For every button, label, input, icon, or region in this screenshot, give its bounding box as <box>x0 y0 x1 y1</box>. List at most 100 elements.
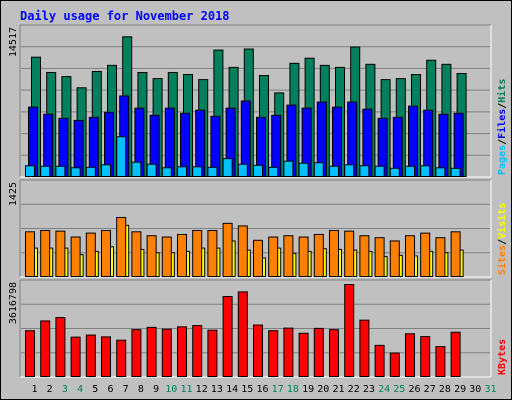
bar-kbytes-day-17 <box>268 330 279 377</box>
bar-sites-day-9 <box>146 235 157 278</box>
x-tick-label-day-31: 31 <box>484 384 496 395</box>
bar-sites-day-4 <box>70 236 81 277</box>
bar-kbytes-day-7 <box>116 339 127 377</box>
bar-kbytes-day-26 <box>405 333 415 377</box>
bar-pages-day-26 <box>405 165 415 178</box>
panel-sites-visits: 1425 Sites/Visits <box>8 179 508 278</box>
legend-sites: Sites <box>496 245 508 275</box>
bar-sites-day-15 <box>237 225 248 278</box>
bar-sites-day-23 <box>359 235 370 278</box>
bar-kbytes-day-16 <box>253 324 263 378</box>
legend-files: Files <box>496 109 508 139</box>
bar-pages-day-7 <box>116 136 127 178</box>
bar-pages-day-17 <box>268 166 279 177</box>
x-tick-label-day-25: 25 <box>393 384 405 395</box>
bar-kbytes-day-12 <box>192 325 203 377</box>
legend-separator: / <box>497 103 508 109</box>
bar-pages-day-4 <box>70 167 81 178</box>
bar-kbytes-day-28 <box>435 346 446 378</box>
bar-pages-day-13 <box>207 166 218 177</box>
x-tick-label-day-28: 28 <box>439 384 451 395</box>
bar-sites-day-12 <box>192 230 203 278</box>
bar-pages-day-1 <box>25 165 35 178</box>
x-tick-label-day-9: 9 <box>153 384 159 395</box>
bar-pages-day-28 <box>435 167 446 178</box>
bar-kbytes-day-25 <box>389 352 400 378</box>
axis-max-label: 14517 <box>8 27 19 57</box>
legend-separator: / <box>497 139 508 145</box>
bar-pages-day-23 <box>359 165 370 178</box>
bar-pages-day-14 <box>222 158 233 178</box>
bar-sites-day-27 <box>420 232 431 277</box>
x-tick-label-day-12: 12 <box>196 384 208 395</box>
bar-pages-day-29 <box>450 167 461 178</box>
legend-visits: Visits <box>496 203 508 239</box>
bar-kbytes-day-6 <box>101 336 111 377</box>
x-tick-label-day-10: 10 <box>165 384 177 395</box>
bar-files-day-28 <box>438 113 449 178</box>
bar-kbytes-day-18 <box>283 327 294 378</box>
bar-kbytes-day-2 <box>40 320 51 378</box>
bar-pages-day-24 <box>374 165 385 178</box>
bar-kbytes-day-15 <box>237 291 248 378</box>
bar-pages-day-8 <box>131 161 142 177</box>
bar-sites-day-10 <box>161 236 172 277</box>
legend-hits: Hits <box>496 79 508 103</box>
bar-sites-day-14 <box>222 222 233 277</box>
bar-pages-day-27 <box>420 165 431 178</box>
x-tick-label-day-11: 11 <box>180 384 192 395</box>
x-tick-label-day-2: 2 <box>47 384 53 395</box>
bar-files-day-29 <box>453 112 464 177</box>
x-tick-label-day-19: 19 <box>302 384 314 395</box>
x-tick-label-day-8: 8 <box>138 384 144 395</box>
x-tick-label-day-26: 26 <box>408 384 420 395</box>
bar-kbytes-day-5 <box>85 334 96 377</box>
bar-kbytes-day-3 <box>55 317 66 377</box>
bar-files-day-10 <box>164 107 175 177</box>
bar-pages-day-12 <box>192 166 203 177</box>
bar-kbytes-day-24 <box>374 344 385 377</box>
bar-kbytes-day-4 <box>70 336 81 377</box>
axis-max-label: 1425 <box>8 182 19 206</box>
bar-sites-day-28 <box>435 237 446 277</box>
bar-sites-day-5 <box>85 232 96 277</box>
bar-sites-day-13 <box>207 230 218 278</box>
x-tick-label-day-23: 23 <box>363 384 375 395</box>
x-tick-label-day-3: 3 <box>62 384 68 395</box>
chart-title: Daily usage for November 2018 <box>20 9 230 23</box>
x-tick-label-day-18: 18 <box>287 384 299 395</box>
x-tick-label-day-13: 13 <box>211 384 223 395</box>
bar-sites-day-19 <box>298 236 309 277</box>
bar-pages-day-19 <box>298 162 309 178</box>
x-tick-label-day-6: 6 <box>107 384 113 395</box>
x-tick-label-day-21: 21 <box>332 384 344 395</box>
bar-sites-day-6 <box>101 230 111 278</box>
x-tick-label-day-30: 30 <box>469 384 481 395</box>
bar-pages-day-6 <box>101 164 111 177</box>
bar-kbytes-day-10 <box>161 328 172 378</box>
bar-kbytes-day-29 <box>450 331 461 378</box>
bar-sites-day-22 <box>344 230 355 278</box>
x-axis-labels: 1 2 3 4 5 6 7 8 9 10 11 12 13 14 15 16 17 18 19 20 21 22 23 24 2… <box>31 384 496 395</box>
x-tick-label-day-1: 1 <box>31 384 37 395</box>
bar-sites-day-7 <box>116 216 127 278</box>
bar-files-day-25 <box>392 116 403 177</box>
bar-pages-day-9 <box>146 163 157 177</box>
bar-pages-day-15 <box>237 163 248 177</box>
bar-sites-day-16 <box>253 239 263 278</box>
bar-pages-day-20 <box>313 162 324 177</box>
x-tick-label-day-20: 20 <box>317 384 329 395</box>
bar-sites-day-8 <box>131 231 142 278</box>
x-tick-label-day-4: 4 <box>77 384 83 395</box>
bar-pages-day-3 <box>55 165 66 178</box>
x-tick-label-day-14: 14 <box>226 384 238 395</box>
bar-sites-day-1 <box>25 231 35 278</box>
bar-sites-day-20 <box>313 233 324 277</box>
bar-kbytes-day-13 <box>207 329 218 378</box>
bar-kbytes-day-21 <box>329 329 339 377</box>
x-tick-label-day-15: 15 <box>241 384 253 395</box>
bar-sites-day-3 <box>55 230 66 278</box>
bar-kbytes-day-22 <box>344 284 355 377</box>
x-tick-label-day-7: 7 <box>123 384 129 395</box>
